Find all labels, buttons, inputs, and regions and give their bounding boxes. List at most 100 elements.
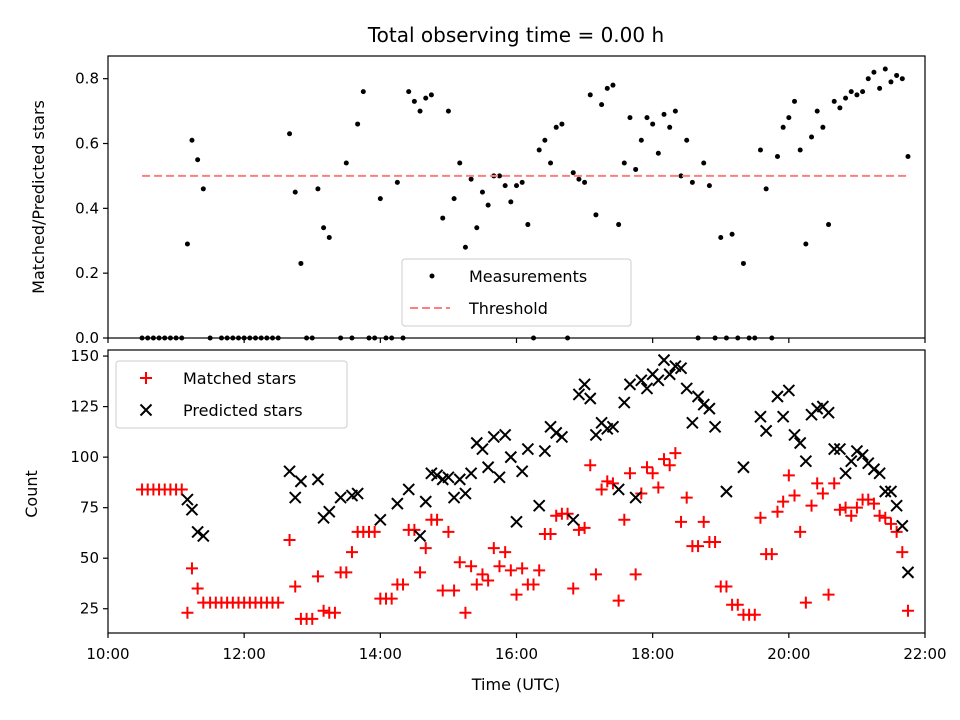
measurement-point (287, 131, 293, 137)
predicted-star-point (567, 513, 580, 527)
matched-star-point (867, 497, 880, 510)
predicted-star-point (323, 505, 336, 518)
predicted-star-point (504, 450, 518, 464)
measurement-point (525, 222, 531, 228)
measurement-point (417, 108, 423, 114)
measurement-point (440, 215, 446, 221)
measurement-point (200, 186, 206, 192)
legend-marker-x (139, 403, 153, 417)
x-axis-label: Time (UTC) (471, 675, 560, 694)
matched-star-point (720, 580, 733, 593)
predicted-star-point (289, 491, 302, 504)
predicted-star-point (879, 485, 892, 498)
matched-star-point (419, 542, 432, 555)
predicted-star-point (550, 426, 563, 440)
measurement-point (315, 186, 321, 192)
measurement-point (270, 335, 276, 341)
matched-star-point (470, 578, 483, 591)
measurement-point (195, 157, 201, 163)
measurement-point (531, 335, 537, 341)
measurement-point (349, 335, 355, 341)
measurement-point (809, 134, 815, 140)
matched-star-point (414, 566, 427, 579)
matched-star-point (283, 534, 296, 547)
measurement-point (372, 335, 378, 341)
measurement-point (599, 102, 605, 108)
measurement-point (610, 82, 616, 88)
matched-star-point (731, 598, 744, 611)
matched-star-point (589, 568, 602, 581)
predicted-star-point (453, 473, 466, 486)
matched-star-point (896, 546, 909, 559)
matched-star-point (680, 491, 693, 504)
predicted-star-point (487, 430, 501, 444)
measurement-point (587, 92, 593, 98)
bottom-y-tick-label: 25 (80, 600, 99, 618)
measurement-point (150, 335, 156, 341)
bottom-y-tick-label: 125 (70, 398, 99, 416)
matched-star-point (595, 483, 608, 496)
measurement-point (502, 183, 508, 189)
matched-star-point (578, 521, 591, 534)
measurement-point (389, 335, 395, 341)
predicted-star-point (185, 503, 199, 516)
matched-star-point (884, 517, 897, 530)
x-tick-label: 14:00 (359, 645, 402, 663)
measurement-point (258, 335, 264, 341)
measurement-point (462, 244, 468, 250)
measurement-point (338, 335, 344, 341)
predicted-star-point (833, 442, 847, 456)
measurement-point (667, 124, 673, 130)
measurement-point (678, 173, 684, 179)
matched-star-point (748, 608, 761, 621)
measurement-point (451, 196, 457, 202)
matched-star-point (663, 459, 676, 472)
matched-star-point (328, 606, 341, 619)
measurement-point (173, 335, 179, 341)
measurement-point (139, 335, 145, 341)
measurement-point (701, 160, 707, 166)
predicted-star-point (663, 368, 676, 381)
predicted-star-point (197, 529, 210, 543)
measurement-point (394, 179, 400, 185)
matched-star-point (572, 523, 585, 536)
matched-star-point (811, 477, 824, 490)
measurement-point (145, 335, 151, 341)
matched-star-point (527, 578, 540, 591)
matched-star-point (850, 501, 863, 514)
measurement-point (905, 153, 911, 159)
measurement-point (621, 160, 627, 166)
x-tick-label: 10:00 (86, 645, 129, 663)
measurement-point (514, 183, 519, 189)
predicted-star-point (629, 491, 642, 504)
measurement-point (218, 335, 224, 341)
matched-star-point (646, 467, 659, 480)
matched-star-point (185, 562, 198, 575)
measurement-point (230, 335, 236, 341)
measurement-point (837, 105, 843, 111)
matched-star-point (499, 546, 512, 559)
matched-star-point (550, 509, 563, 522)
matched-star-point (782, 469, 795, 482)
predicted-star-point (845, 454, 858, 468)
predicted-star-point (498, 428, 512, 442)
matched-star-point (493, 560, 506, 573)
matched-star-point (629, 568, 642, 581)
measurement-point (366, 335, 372, 341)
predicted-star-point (618, 396, 631, 409)
measurement-point (548, 160, 554, 166)
matched-star-point (873, 509, 886, 522)
measurement-point (304, 335, 310, 341)
matched-star-point (652, 481, 665, 494)
matched-star-point (453, 556, 466, 569)
measurement-point (411, 98, 417, 104)
measurement-point (559, 121, 565, 127)
measurement-point (542, 137, 548, 143)
matched-star-point (482, 574, 495, 587)
measurement-point (377, 196, 383, 202)
bottom-panel: 25 50 75 100 125 150 10:00 12:00 14:00 16:00 18:00… (70, 347, 946, 663)
matched-star-point (805, 499, 818, 512)
measurement-point (871, 69, 877, 75)
measurement-point (508, 199, 514, 205)
legend-box (115, 360, 348, 429)
